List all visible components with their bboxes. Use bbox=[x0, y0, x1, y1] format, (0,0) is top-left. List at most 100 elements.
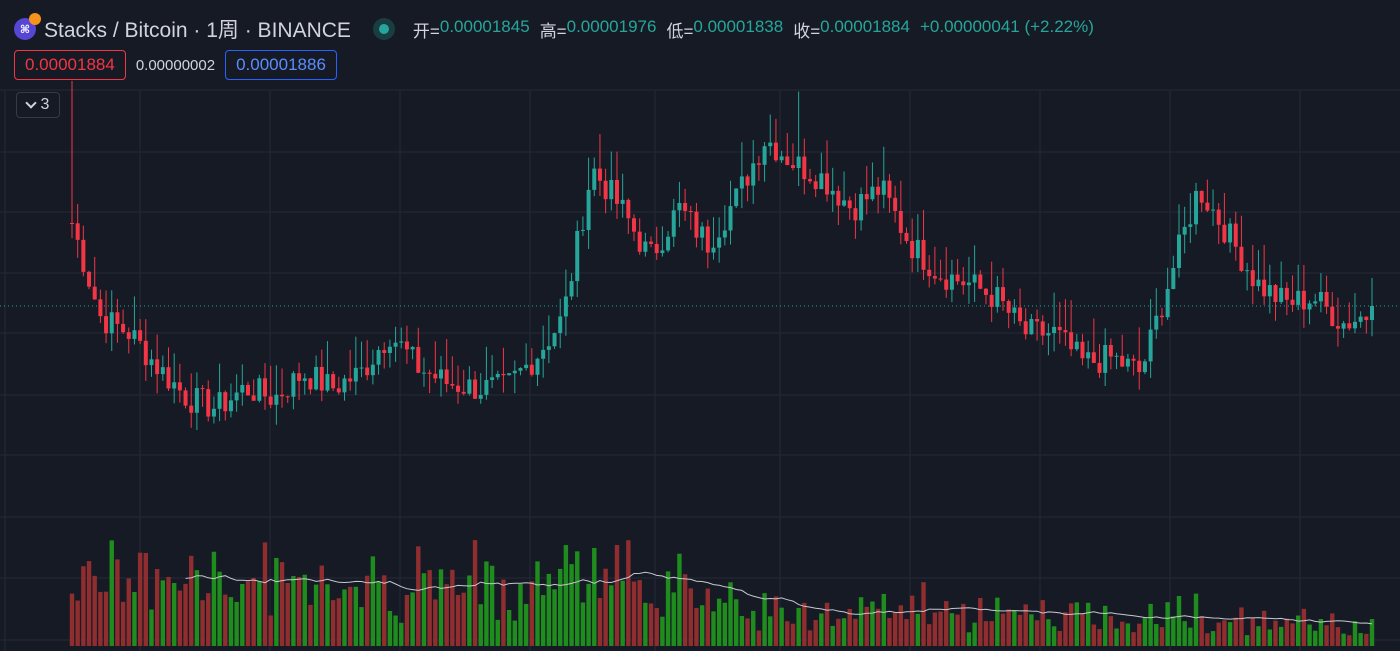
volume-bar bbox=[898, 605, 904, 646]
candle-body bbox=[546, 346, 551, 350]
volume-bar bbox=[1261, 610, 1267, 646]
chart-header: ⌘ Stacks / Bitcoin · 1周 · BINANCE 开= 0.0… bbox=[14, 13, 1094, 44]
candle-body bbox=[643, 241, 648, 252]
candle-body bbox=[342, 378, 347, 393]
candle-body bbox=[524, 364, 529, 369]
volume-bar bbox=[558, 568, 563, 646]
volume-bar bbox=[1278, 626, 1284, 646]
volume-bar bbox=[802, 602, 807, 646]
volume-bar bbox=[773, 596, 779, 646]
candle-body bbox=[331, 374, 336, 389]
candle-body bbox=[938, 278, 943, 280]
volume-bar bbox=[1051, 626, 1057, 646]
volume-bar bbox=[739, 616, 745, 646]
candle-body bbox=[518, 368, 523, 371]
volume-bar bbox=[785, 621, 790, 646]
volume-bar bbox=[438, 569, 444, 646]
volume-bar bbox=[1341, 633, 1346, 646]
candle-body bbox=[983, 288, 988, 295]
volume-bar bbox=[347, 586, 353, 646]
volume-bar bbox=[421, 573, 427, 646]
volume-bar bbox=[1216, 622, 1221, 646]
volume-bar bbox=[983, 621, 989, 646]
candle-body bbox=[1188, 224, 1193, 227]
candle-body bbox=[830, 190, 835, 195]
volume-bar bbox=[330, 600, 336, 646]
candle-body bbox=[138, 330, 143, 341]
volume-bar bbox=[461, 592, 466, 646]
candle-body bbox=[1001, 287, 1006, 302]
candle-body bbox=[1284, 287, 1289, 300]
volume-bar bbox=[819, 613, 824, 646]
volume-bar bbox=[671, 592, 676, 646]
candle-body bbox=[1370, 306, 1374, 321]
volume-bar bbox=[69, 593, 75, 646]
candle-body bbox=[416, 347, 421, 373]
high-label: 高= bbox=[539, 21, 567, 41]
candle-body bbox=[336, 388, 341, 393]
volume-bar bbox=[569, 564, 574, 646]
volume-bar bbox=[1318, 618, 1324, 646]
candle-body bbox=[688, 210, 693, 212]
volume-bar bbox=[807, 630, 813, 646]
volume-bar bbox=[370, 556, 376, 646]
volume-bar bbox=[1227, 622, 1233, 646]
volume-ma-line bbox=[185, 571, 1373, 625]
volume-bar bbox=[603, 568, 608, 646]
candle-body bbox=[291, 373, 296, 397]
candle-body bbox=[853, 208, 858, 221]
volume-bar bbox=[393, 615, 398, 646]
candle-body bbox=[206, 389, 211, 417]
volume-bar bbox=[892, 612, 898, 646]
candle-body bbox=[1131, 358, 1136, 361]
buy-button[interactable]: 0.00001886 bbox=[225, 50, 337, 80]
candle-body bbox=[1074, 341, 1079, 350]
volume-bar bbox=[961, 603, 966, 646]
candle-body bbox=[155, 359, 160, 375]
candle-body bbox=[393, 342, 398, 347]
candle-body bbox=[529, 364, 534, 375]
sell-button[interactable]: 0.00001884 bbox=[14, 50, 126, 80]
candle-body bbox=[802, 156, 807, 180]
volume-bar bbox=[132, 591, 137, 646]
candle-body bbox=[1364, 316, 1369, 321]
candle-body bbox=[1142, 361, 1147, 373]
candle-body bbox=[1216, 209, 1221, 225]
volume-bar bbox=[194, 570, 200, 646]
volume-bar bbox=[1063, 612, 1068, 646]
volume-bar bbox=[796, 607, 801, 646]
candle-body bbox=[870, 186, 875, 200]
candle-body bbox=[353, 367, 358, 382]
volume-bar bbox=[875, 608, 881, 646]
volume-bar bbox=[177, 590, 183, 646]
candle-body bbox=[172, 382, 177, 389]
volume-bar bbox=[978, 597, 983, 646]
volume-bar bbox=[120, 601, 126, 646]
candle-body bbox=[785, 156, 790, 166]
candle-body bbox=[183, 390, 188, 406]
volume-bar bbox=[404, 594, 410, 646]
market-open-indicator-icon bbox=[372, 18, 395, 40]
volume-bar bbox=[1012, 610, 1017, 646]
candle-body bbox=[558, 316, 563, 334]
candle-body bbox=[223, 392, 228, 412]
volume-bar bbox=[228, 597, 234, 646]
volume-bar bbox=[1239, 607, 1244, 646]
candle-body bbox=[671, 210, 676, 237]
volume-bar bbox=[614, 544, 620, 646]
symbol-title[interactable]: Stacks / Bitcoin · 1周 · BINANCE bbox=[44, 19, 351, 42]
volume-bar bbox=[1182, 621, 1187, 646]
volume-bar bbox=[1352, 621, 1358, 646]
candle-body bbox=[1012, 307, 1017, 313]
candle-body bbox=[847, 200, 852, 209]
candle-body bbox=[1352, 321, 1357, 329]
volume-bar bbox=[1307, 624, 1312, 646]
volume-bar bbox=[909, 595, 915, 646]
volume-bar bbox=[495, 619, 500, 646]
volume-bar bbox=[143, 552, 148, 646]
candle-body bbox=[126, 332, 131, 339]
volume-bar bbox=[1171, 616, 1176, 646]
candle-body bbox=[893, 197, 898, 211]
indicators-toggle-button[interactable]: 3 bbox=[16, 92, 60, 118]
